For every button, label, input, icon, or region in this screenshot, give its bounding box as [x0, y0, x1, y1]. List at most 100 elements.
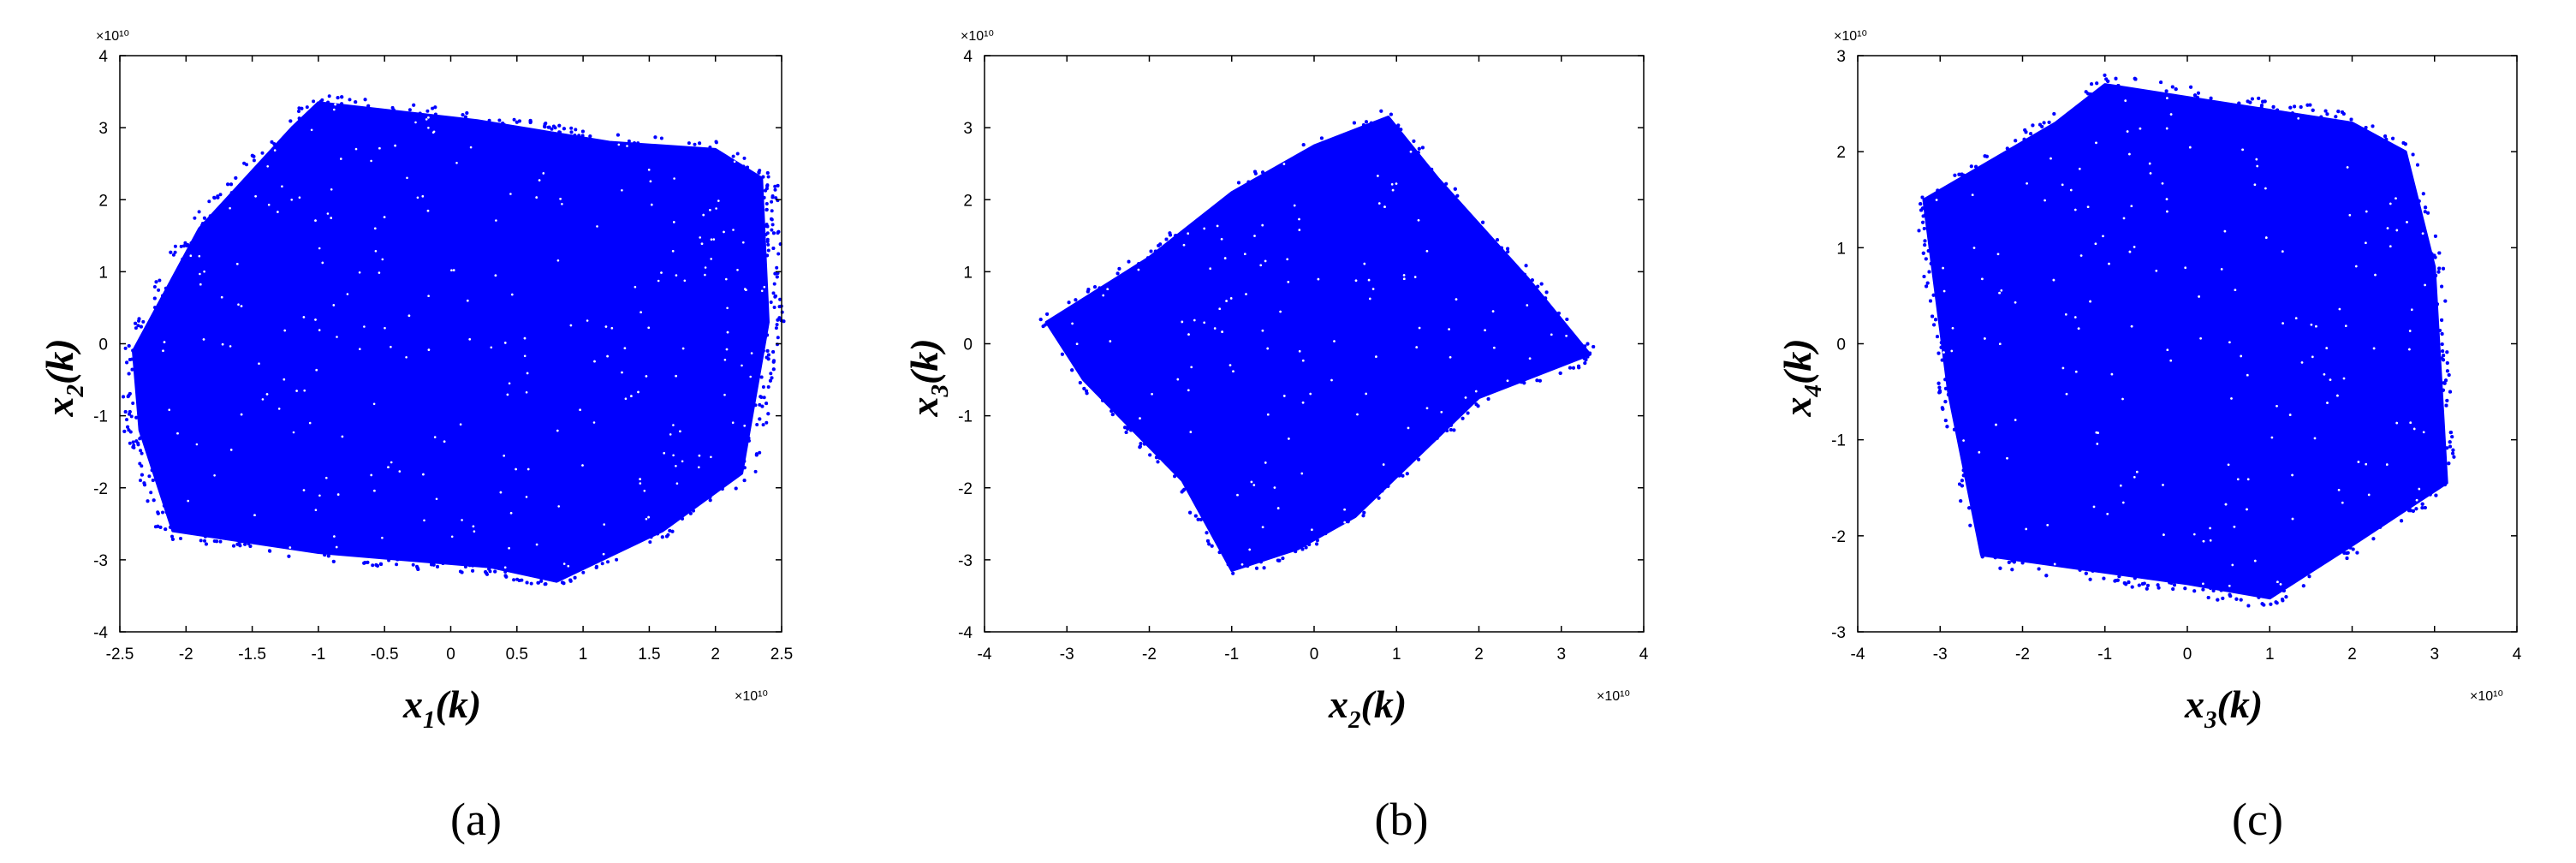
- scatter-point: [753, 403, 758, 408]
- scatter-gap: [2026, 182, 2028, 185]
- scatter-gap: [408, 314, 411, 318]
- scatter-point: [2383, 134, 2388, 139]
- scatter-point: [125, 360, 129, 365]
- x-tick-label: 3: [1556, 646, 1566, 664]
- scatter-gap: [2386, 227, 2389, 229]
- scatter-point: [2434, 493, 2438, 497]
- y-tick-label: 1: [98, 264, 108, 282]
- scatter-gap: [2202, 539, 2205, 543]
- scatter-gap: [1229, 364, 1232, 366]
- scatter-gap: [1209, 267, 1211, 271]
- scatter-point: [517, 579, 521, 582]
- scatter-point: [1405, 472, 1409, 476]
- scatter-point: [764, 202, 769, 205]
- scatter-point: [1304, 545, 1308, 550]
- scatter-gap: [1528, 357, 1532, 360]
- scatter-gap: [490, 346, 493, 349]
- scatter-point: [131, 440, 135, 444]
- scatter-gap: [468, 338, 471, 341]
- scatter-gap: [265, 393, 269, 396]
- scatter-gap: [1106, 288, 1109, 291]
- scatter-gap: [561, 203, 563, 205]
- scatter-gap: [2169, 359, 2172, 362]
- scatter-point: [1173, 234, 1177, 238]
- scatter-point: [2010, 568, 2014, 572]
- scatter-point: [2216, 598, 2220, 602]
- y-tick-label: -1: [1831, 432, 1846, 450]
- scatter-gap: [1300, 472, 1304, 475]
- scatter-gap: [1250, 480, 1253, 484]
- scatter-gap: [423, 519, 425, 522]
- scatter-gap: [2025, 527, 2027, 531]
- scatter-point: [127, 428, 131, 432]
- scatter-point: [2434, 273, 2438, 277]
- scatter-point: [2364, 126, 2368, 129]
- x-label-suffix-c: (k): [2217, 682, 2264, 726]
- scatter-point: [134, 415, 139, 420]
- scatter-point: [156, 524, 160, 528]
- scatter-point: [2447, 373, 2451, 377]
- scatter-gap: [2209, 527, 2211, 530]
- scatter-point: [1361, 123, 1365, 127]
- scatter-point: [764, 402, 769, 406]
- scatter-point: [250, 153, 254, 158]
- scatter-gap: [405, 356, 408, 359]
- scatter-gap: [1369, 297, 1371, 301]
- scatter-gap: [639, 478, 641, 480]
- scatter-gap: [2014, 301, 2017, 304]
- scatter-point: [2086, 92, 2091, 96]
- scatter-point: [1449, 423, 1453, 427]
- scatter-point: [260, 151, 265, 155]
- scatter-point: [142, 481, 146, 485]
- scatter-point: [765, 333, 770, 337]
- scatter-point: [2189, 85, 2193, 89]
- scatter-point: [202, 216, 206, 220]
- scatter-gap: [283, 329, 287, 332]
- scatter-gap: [162, 349, 164, 353]
- scatter-point: [1398, 471, 1402, 475]
- scatter-gap: [1935, 199, 1938, 201]
- scatter-point: [562, 581, 566, 586]
- scatter-point: [134, 439, 139, 443]
- y-tick-label: -3: [958, 552, 973, 570]
- y-exponent-c: ×10¹⁰: [1834, 29, 1867, 44]
- scatter-gap: [732, 229, 735, 231]
- scatter-point: [776, 252, 781, 256]
- scatter-point: [1315, 539, 1319, 543]
- scatter-point: [170, 537, 175, 541]
- scatter-point: [371, 563, 375, 568]
- scatter-point: [770, 209, 774, 213]
- scatter-gap: [2165, 198, 2168, 200]
- scatter-point: [1455, 193, 1460, 198]
- scatter-point: [2282, 589, 2286, 592]
- scatter-gap: [1229, 297, 1233, 300]
- scatter-point: [173, 244, 177, 248]
- scatter-point: [2209, 96, 2213, 100]
- scatter-gap: [1413, 276, 1417, 278]
- scatter-point: [2130, 585, 2134, 589]
- scatter-gap: [1484, 329, 1486, 332]
- scatter-point: [759, 395, 763, 399]
- scatter-point: [1294, 550, 1298, 554]
- scatter-gap: [2408, 330, 2412, 332]
- scatter-gap: [2133, 246, 2136, 248]
- scatter-point: [1307, 543, 1312, 546]
- scatter-point: [2146, 583, 2150, 587]
- scatter-point: [1938, 390, 1942, 394]
- scatter-gap: [606, 354, 609, 358]
- scatter-gap: [704, 266, 707, 269]
- scatter-gap: [2355, 265, 2358, 268]
- scatter-point: [1380, 489, 1384, 493]
- scatter-point: [771, 367, 776, 372]
- scatter-point: [2411, 509, 2415, 513]
- scatter-point: [772, 282, 776, 286]
- scatter-point: [2351, 547, 2355, 551]
- scatter-point: [1123, 426, 1127, 430]
- y-label-suffix-b: (k): [902, 338, 946, 384]
- scatter-gap: [2202, 582, 2204, 586]
- scatter-gap: [2395, 197, 2397, 199]
- scatter-gap: [651, 203, 653, 206]
- scatter-gap: [295, 390, 298, 392]
- scatter-point: [1396, 127, 1401, 130]
